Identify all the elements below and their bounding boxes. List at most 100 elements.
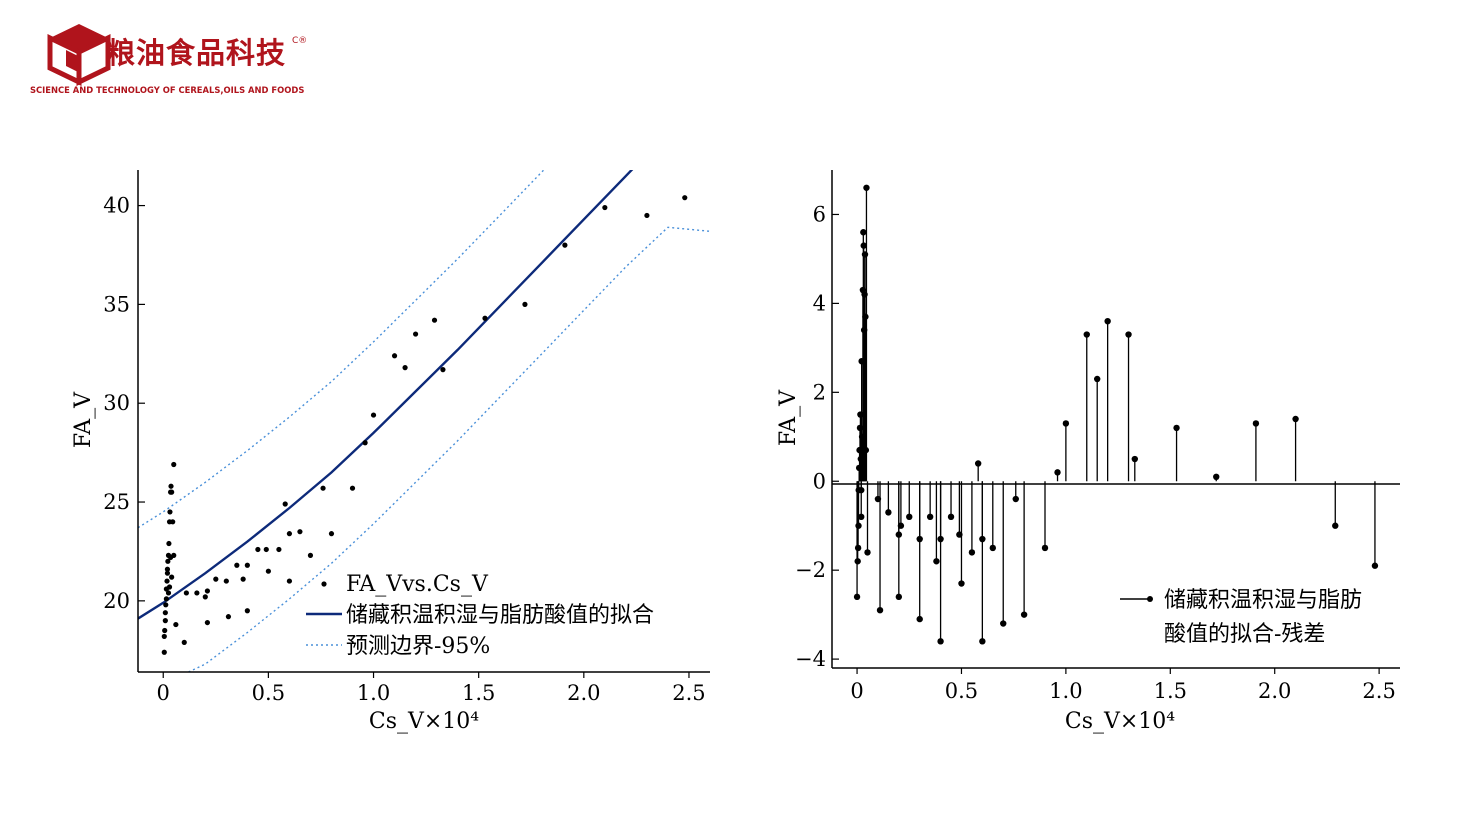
residual-point bbox=[876, 606, 884, 614]
y-tick-label: 30 bbox=[103, 391, 130, 415]
residual-point bbox=[1173, 424, 1180, 432]
x-tick-label: 2.0 bbox=[1258, 679, 1291, 703]
data-point bbox=[682, 195, 688, 201]
data-point bbox=[223, 578, 229, 584]
residual-point bbox=[968, 549, 976, 556]
right-x-axis-label: Cs_V×10⁴ bbox=[1065, 709, 1175, 734]
residual-point bbox=[1213, 473, 1220, 481]
x-tick-label: 1.5 bbox=[462, 681, 495, 705]
legend-label-points: FA_Vvs.Cs_V bbox=[346, 572, 489, 597]
data-point bbox=[161, 633, 167, 640]
data-point bbox=[183, 590, 189, 596]
residual-point bbox=[860, 229, 867, 236]
data-point bbox=[276, 546, 282, 553]
residual-point bbox=[1292, 415, 1299, 423]
residual-point bbox=[855, 522, 862, 529]
data-point bbox=[297, 529, 303, 535]
x-tick-label: 1.0 bbox=[357, 681, 390, 705]
x-tick-label: 2.5 bbox=[1362, 679, 1395, 703]
journal-logo: 粮油食品科技 C® SCIENCE AND TECHNOLOGY OF CERE… bbox=[30, 18, 330, 98]
data-point bbox=[431, 317, 438, 323]
residual-point bbox=[854, 558, 861, 565]
left-legend: FA_Vvs.Cs_V 储藏积温积湿与脂肪酸值的拟合 预测边界-95% bbox=[306, 572, 654, 659]
residual-point bbox=[926, 513, 934, 521]
y-tick-label: 6 bbox=[813, 202, 826, 226]
residual-point bbox=[864, 549, 871, 556]
data-point bbox=[240, 576, 246, 582]
data-point bbox=[164, 570, 171, 576]
data-point bbox=[402, 365, 408, 371]
data-point bbox=[202, 594, 208, 600]
residual-point bbox=[1371, 562, 1379, 569]
x-tick-label: 1.0 bbox=[1049, 679, 1082, 703]
data-point bbox=[181, 639, 187, 645]
cube-logo-icon bbox=[47, 24, 111, 86]
y-tick-label: 25 bbox=[103, 490, 130, 514]
residual-point bbox=[895, 593, 903, 601]
right-y-axis-label: FA_V bbox=[776, 389, 801, 446]
logo-trademark: C® bbox=[292, 36, 308, 46]
residual-point bbox=[979, 638, 986, 645]
data-point bbox=[482, 315, 488, 321]
prediction-bound-line bbox=[188, 226, 710, 672]
data-point bbox=[644, 212, 650, 219]
data-point bbox=[164, 566, 171, 572]
data-point bbox=[164, 578, 170, 584]
data-point bbox=[265, 568, 271, 574]
data-point bbox=[255, 546, 261, 553]
data-point bbox=[170, 519, 176, 525]
residual-point bbox=[1054, 469, 1061, 476]
x-tick-label: 0.5 bbox=[252, 681, 285, 705]
data-point bbox=[162, 610, 168, 616]
residual-point bbox=[1012, 495, 1019, 503]
residual-point bbox=[1062, 420, 1070, 427]
residual-point bbox=[947, 513, 955, 521]
residual-point bbox=[863, 184, 870, 191]
residual-point bbox=[1083, 331, 1090, 338]
data-point bbox=[171, 461, 177, 468]
data-point bbox=[412, 331, 419, 337]
data-point bbox=[162, 627, 168, 634]
data-point bbox=[370, 412, 377, 418]
data-point bbox=[362, 440, 368, 446]
data-point bbox=[440, 367, 446, 373]
data-point bbox=[168, 483, 174, 489]
data-point bbox=[171, 552, 177, 558]
data-point bbox=[562, 242, 568, 248]
residual-point bbox=[1041, 544, 1049, 552]
residual-point bbox=[897, 522, 905, 529]
y-tick-label: 2 bbox=[813, 380, 826, 404]
residual-point bbox=[1104, 317, 1111, 325]
data-point bbox=[263, 546, 269, 553]
data-point bbox=[349, 485, 356, 491]
data-point bbox=[307, 552, 314, 558]
y-tick-label: −4 bbox=[795, 647, 826, 671]
right-legend: 储藏积温积湿与脂肪 酸值的拟合-残差 bbox=[1120, 588, 1362, 647]
residual-point bbox=[1131, 455, 1138, 463]
data-point bbox=[320, 485, 326, 491]
legend-label-residual-line2: 酸值的拟合-残差 bbox=[1164, 622, 1325, 647]
residual-point bbox=[1094, 375, 1101, 383]
data-point bbox=[163, 596, 169, 602]
data-point bbox=[282, 501, 288, 507]
legend-label-bounds: 预测边界-95% bbox=[346, 634, 490, 659]
residual-point bbox=[860, 242, 867, 249]
data-point bbox=[169, 574, 175, 580]
left-x-axis-label: Cs_V×10⁴ bbox=[369, 709, 479, 734]
residual-point bbox=[974, 460, 982, 467]
residual-point bbox=[906, 513, 913, 521]
data-point bbox=[225, 614, 232, 620]
data-point bbox=[173, 621, 179, 628]
residual-point bbox=[853, 593, 861, 601]
logo-subtitle: SCIENCE AND TECHNOLOGY OF CEREALS,OILS A… bbox=[30, 85, 305, 95]
residual-point bbox=[933, 558, 940, 565]
data-point bbox=[163, 602, 169, 608]
residual-point bbox=[862, 313, 869, 320]
prediction-bound-line bbox=[138, 170, 545, 529]
x-tick-label: 0 bbox=[850, 679, 863, 703]
residual-point bbox=[937, 638, 944, 645]
y-tick-label: 20 bbox=[103, 589, 130, 613]
x-tick-label: 1.5 bbox=[1154, 679, 1187, 703]
y-tick-label: 0 bbox=[813, 469, 826, 493]
